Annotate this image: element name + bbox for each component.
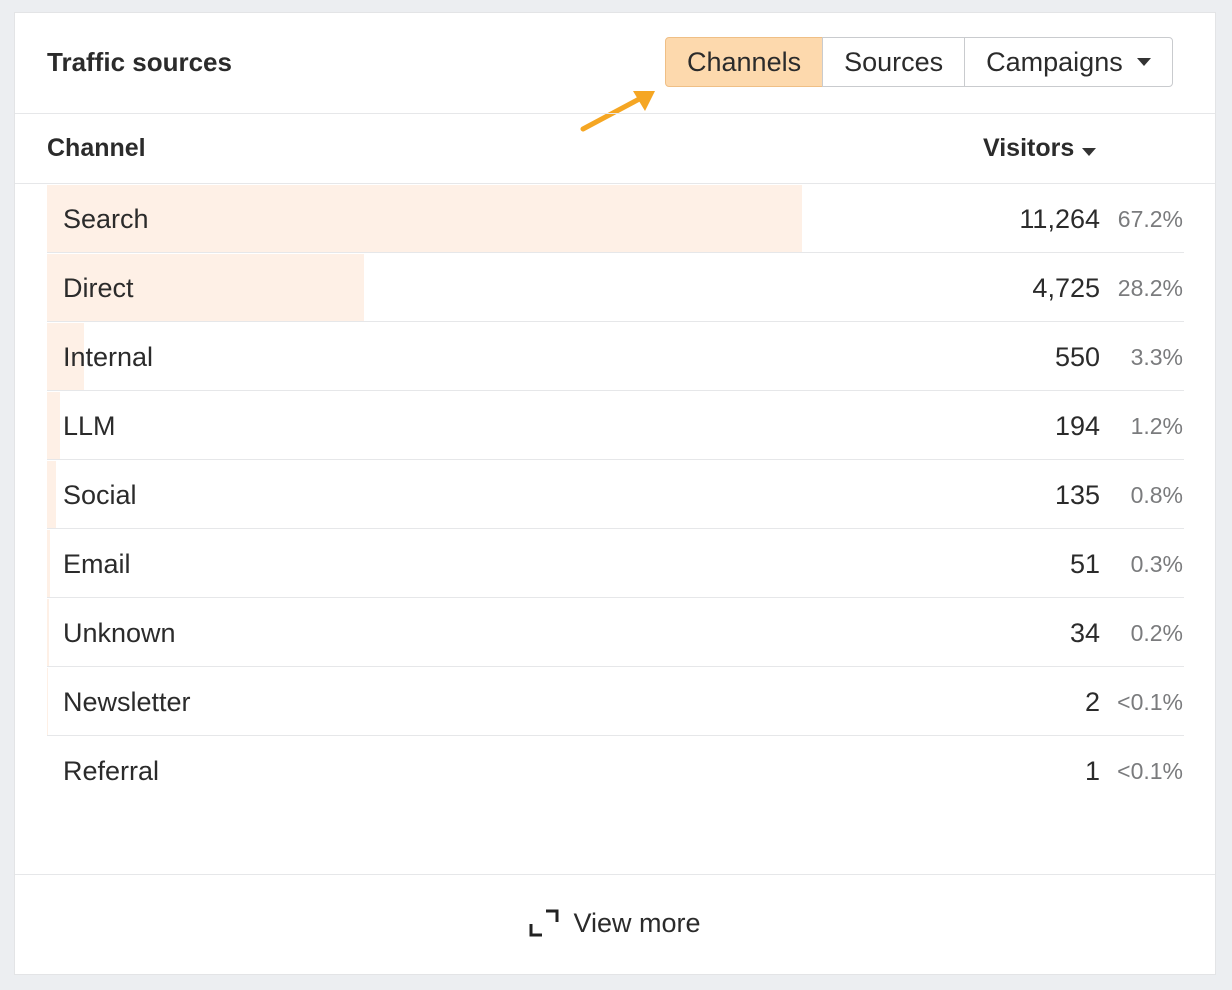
share-bar <box>47 461 57 528</box>
expand-icon <box>529 909 559 937</box>
divider <box>15 113 1215 114</box>
share-bar <box>47 185 803 252</box>
row-divider <box>47 252 1184 253</box>
traffic-card: Traffic sources Channels Sources Campaig… <box>14 12 1216 975</box>
column-header[interactable]: Visitors <box>983 134 1097 163</box>
visitors: 135 <box>1054 480 1100 510</box>
visitors: 550 <box>1054 342 1100 372</box>
row-divider <box>47 528 1184 529</box>
channel-name: Unknown <box>63 618 176 648</box>
visitors: 4,725 <box>1032 273 1100 303</box>
share-bar <box>47 254 364 321</box>
tab-channels[interactable]: Channels <box>665 37 824 87</box>
row-divider <box>47 735 1184 736</box>
tab-campaigns[interactable]: Campaigns <box>964 37 1173 87</box>
tab-label: Campaigns <box>986 46 1123 77</box>
channel-name: LLM <box>63 411 116 441</box>
column-label: Visitors <box>983 134 1075 162</box>
row-divider <box>47 321 1184 322</box>
visitors: 1 <box>1084 756 1100 786</box>
row-divider <box>47 597 1184 598</box>
visitors: 51 <box>1069 549 1100 579</box>
row-divider <box>47 459 1184 460</box>
share-bar <box>47 599 50 666</box>
visitors: 194 <box>1054 411 1100 441</box>
share-bar <box>47 392 60 459</box>
view-more[interactable]: View more <box>15 908 1215 939</box>
row-divider <box>47 666 1184 667</box>
table-row: LLM 194 1.2% <box>47 391 1184 460</box>
table-row: Newsletter 2 <0.1% <box>47 667 1184 736</box>
channel-name: Search <box>63 204 149 234</box>
card-title: Traffic sources <box>47 47 232 77</box>
row-divider <box>47 390 1184 391</box>
share: <0.1% <box>1117 758 1183 784</box>
visitors: 11,264 <box>1019 204 1100 234</box>
channel-name: Referral <box>63 756 160 786</box>
channel-name: Newsletter <box>63 687 191 717</box>
share-bar <box>47 530 51 597</box>
table-row: Internal 550 3.3% <box>47 322 1184 391</box>
dropdown-caret <box>1136 58 1151 66</box>
column-header: Channel <box>47 134 146 162</box>
table-row: Unknown 34 0.2% <box>47 598 1184 667</box>
share: 0.3% <box>1130 551 1183 577</box>
channel-name: Email <box>63 549 131 579</box>
divider <box>15 874 1215 875</box>
tab-sources[interactable]: Sources <box>822 37 966 87</box>
table-row: Referral 1 <0.1% <box>47 736 1184 805</box>
share-bar <box>47 323 84 390</box>
table-row: Social 135 0.8% <box>47 460 1184 529</box>
channel-name: Direct <box>63 273 134 303</box>
channel-name: Internal <box>63 342 154 372</box>
table-row: Search 11,264 67.2% <box>47 184 1184 253</box>
table-row: Direct 4,725 28.2% <box>47 253 1184 322</box>
tab-group: Channels Sources Campaigns <box>665 37 1173 87</box>
share: 28.2% <box>1117 275 1183 301</box>
share: 0.2% <box>1130 620 1183 646</box>
share: 0.8% <box>1130 482 1183 508</box>
view-more-label: View more <box>573 908 701 938</box>
table-row: Email 51 0.3% <box>47 529 1184 598</box>
share: 67.2% <box>1117 206 1183 232</box>
divider <box>15 183 1215 184</box>
share: 3.3% <box>1130 344 1183 370</box>
channel-name: Social <box>63 480 137 510</box>
share: 1.2% <box>1130 413 1183 439</box>
sort-caret <box>1082 148 1097 156</box>
share: <0.1% <box>1117 689 1183 715</box>
visitors: 2 <box>1084 687 1100 717</box>
visitors: 34 <box>1069 618 1100 648</box>
